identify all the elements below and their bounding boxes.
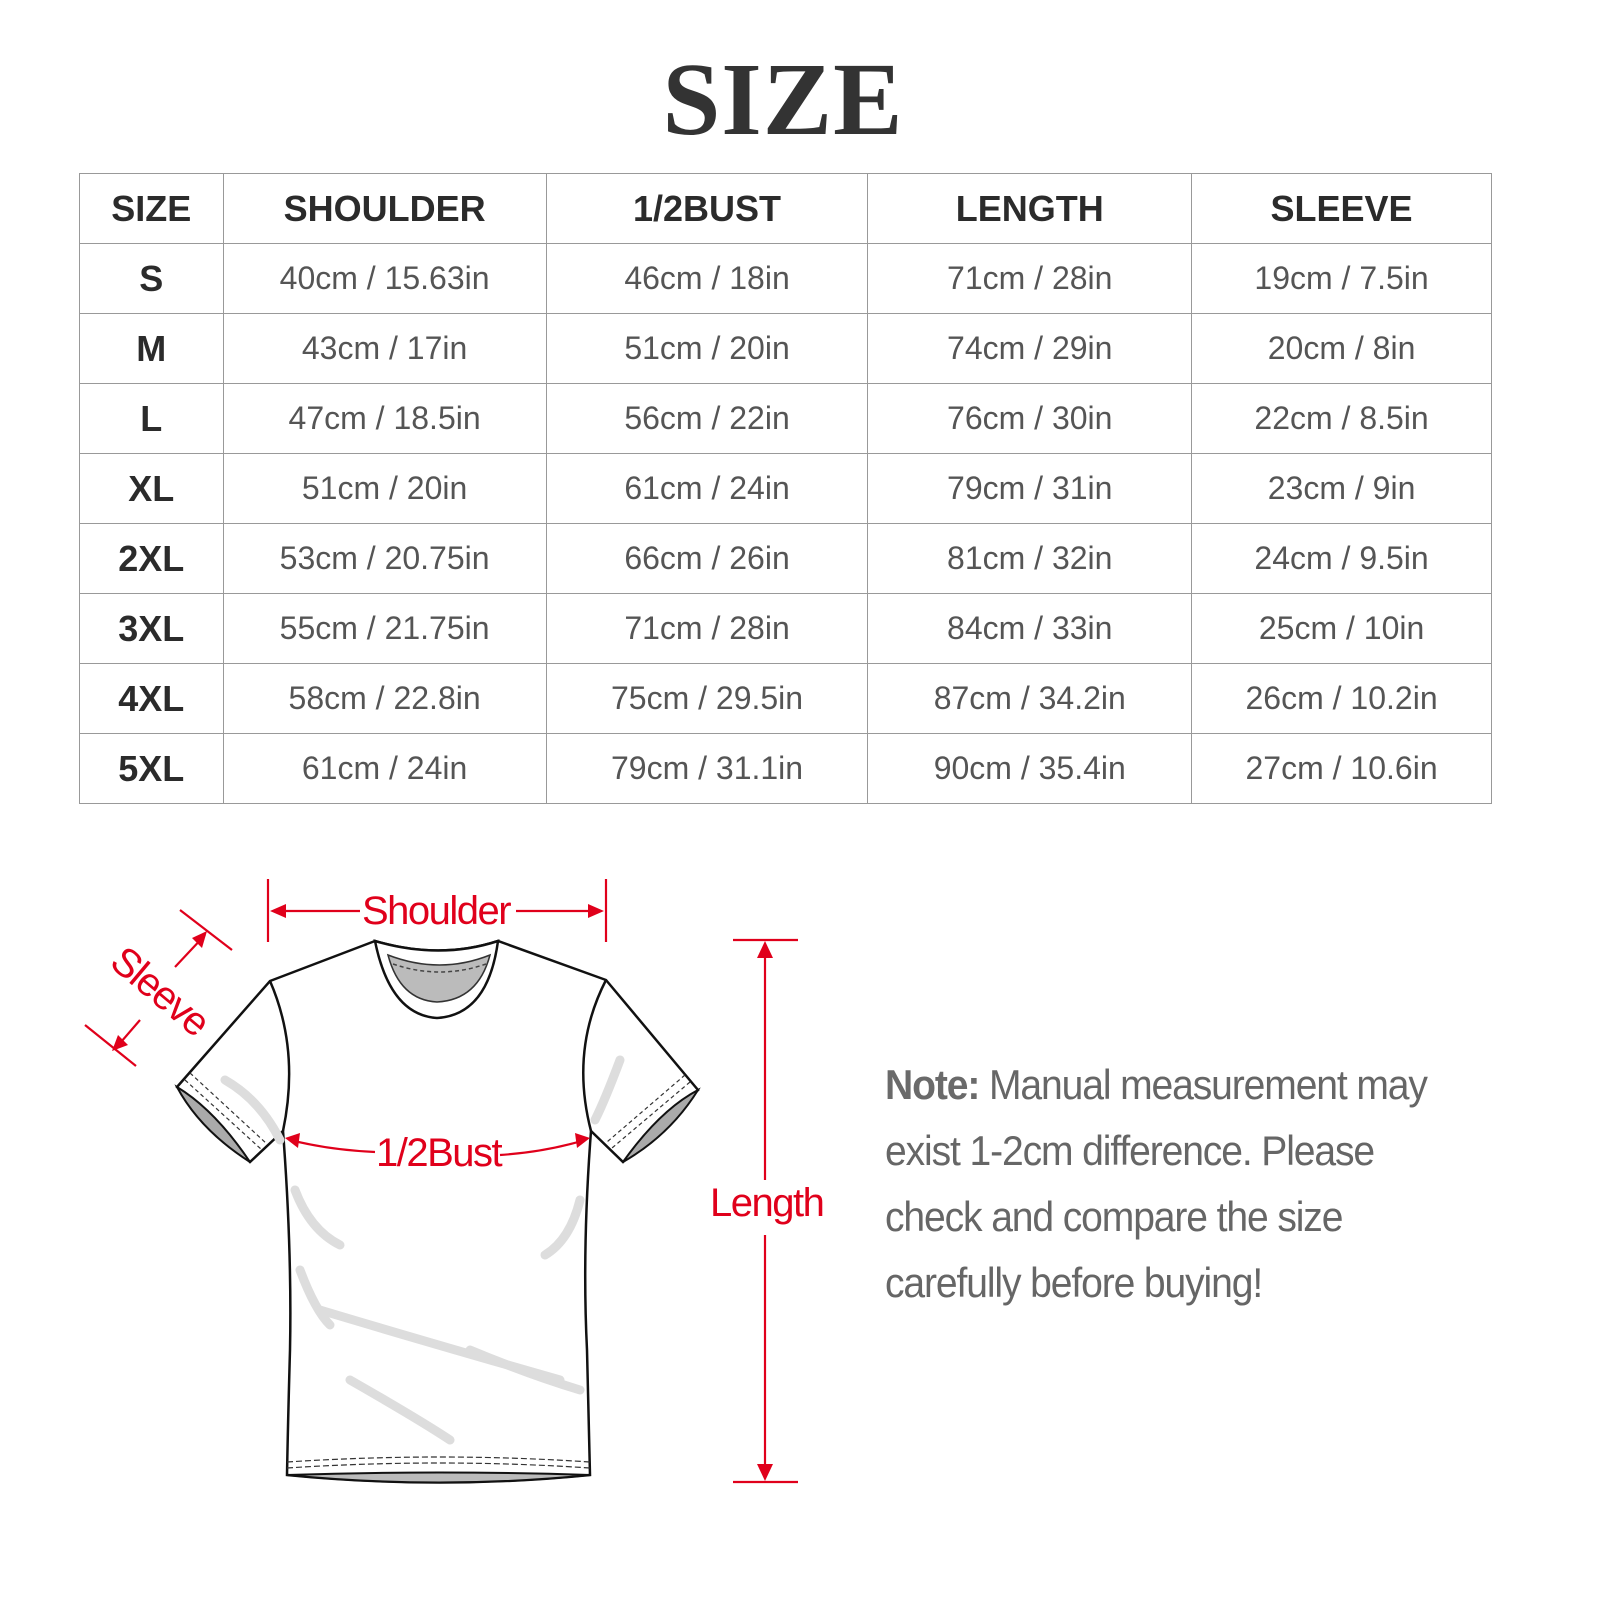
measurement-cell: 71cm / 28in xyxy=(545,593,869,664)
bust-label: 1/2Bust xyxy=(376,1131,503,1175)
measurement-cell: 81cm / 32in xyxy=(867,523,1193,594)
size-label-cell: L xyxy=(79,383,224,454)
measurement-cell: 79cm / 31.1in xyxy=(545,733,869,804)
measurement-cell: 47cm / 18.5in xyxy=(222,383,547,454)
measurement-cell: 27cm / 10.6in xyxy=(1191,733,1492,804)
measurement-cell: 24cm / 9.5in xyxy=(1191,523,1492,594)
size-label-cell: 5XL xyxy=(79,733,224,804)
size-label-cell: 3XL xyxy=(79,593,224,664)
column-header: SIZE xyxy=(79,173,224,244)
table-row: 4XL 58cm / 22.8in 75cm / 29.5in 87cm / 34.2… xyxy=(79,663,1492,734)
measurement-cell: 51cm / 20in xyxy=(222,453,547,524)
table-row: 5XL 61cm / 24in 79cm / 31.1in 90cm / 35.4in… xyxy=(79,733,1492,804)
column-header: LENGTH xyxy=(867,173,1193,244)
measurement-arrows xyxy=(84,879,798,1484)
measurement-cell: 25cm / 10in xyxy=(1191,593,1492,664)
measurement-cell: 76cm / 30in xyxy=(867,383,1193,454)
table-row: 3XL 55cm / 21.75in 71cm / 28in 84cm / 33in 2… xyxy=(79,593,1492,664)
column-header: SLEEVE xyxy=(1191,173,1492,244)
size-label-cell: 4XL xyxy=(79,663,224,734)
measurement-cell: 74cm / 29in xyxy=(867,313,1193,384)
measurement-cell: 19cm / 7.5in xyxy=(1191,243,1492,314)
size-label-cell: XL xyxy=(79,453,224,524)
page-title: SIZE xyxy=(662,42,904,157)
shoulder-label: Shoulder xyxy=(362,889,511,933)
measurement-cell: 26cm / 10.2in xyxy=(1191,663,1492,734)
tshirt-icon xyxy=(174,939,701,1484)
measurement-cell: 84cm / 33in xyxy=(867,593,1193,664)
measurement-cell: 90cm / 35.4in xyxy=(867,733,1193,804)
sleeve-label: Sleeve xyxy=(102,938,217,1045)
table-row: S 40cm / 15.63in 46cm / 18in 71cm / 28in 19c… xyxy=(79,243,1492,314)
length-label: Length xyxy=(710,1181,823,1225)
measurement-cell: 23cm / 9in xyxy=(1191,453,1492,524)
measurement-cell: 61cm / 24in xyxy=(545,453,869,524)
measurement-cell: 46cm / 18in xyxy=(545,243,869,314)
note-body: Manual measurement may exist 1-2cm diffe… xyxy=(885,1061,1428,1306)
table-row: L 47cm / 18.5in 56cm / 22in 76cm / 30in 22cm… xyxy=(79,383,1492,454)
measurement-cell: 71cm / 28in xyxy=(867,243,1193,314)
size-label-cell: S xyxy=(79,243,224,314)
table-header-row: SIZE SHOULDER 1/2BUST LENGTH SLEEVE xyxy=(79,173,1492,244)
note-label: Note: xyxy=(885,1061,980,1108)
measurement-cell: 43cm / 17in xyxy=(222,313,547,384)
size-table: SIZE SHOULDER 1/2BUST LENGTH SLEEVE S 40cm / … xyxy=(79,173,1492,804)
measurement-cell: 58cm / 22.8in xyxy=(222,663,547,734)
table-row: XL 51cm / 20in 61cm / 24in 79cm / 31in 23cm … xyxy=(79,453,1492,524)
table-row: M 43cm / 17in 51cm / 20in 74cm / 29in 20cm /… xyxy=(79,313,1492,384)
measurement-cell: 66cm / 26in xyxy=(545,523,869,594)
measurement-cell: 55cm / 21.75in xyxy=(222,593,547,664)
note-text: Note: Manual measurement may exist 1-2cm… xyxy=(885,1052,1480,1316)
measurement-cell: 53cm / 20.75in xyxy=(222,523,547,594)
measurement-cell: 40cm / 15.63in xyxy=(222,243,547,314)
measurement-cell: 20cm / 8in xyxy=(1191,313,1492,384)
size-label-cell: M xyxy=(79,313,224,384)
measurement-cell: 56cm / 22in xyxy=(545,383,869,454)
table-row: 2XL 53cm / 20.75in 66cm / 26in 81cm / 32in 2… xyxy=(79,523,1492,594)
measurement-cell: 61cm / 24in xyxy=(222,733,547,804)
column-header: 1/2BUST xyxy=(545,173,869,244)
measurement-cell: 75cm / 29.5in xyxy=(545,663,869,734)
measurement-cell: 22cm / 8.5in xyxy=(1191,383,1492,454)
